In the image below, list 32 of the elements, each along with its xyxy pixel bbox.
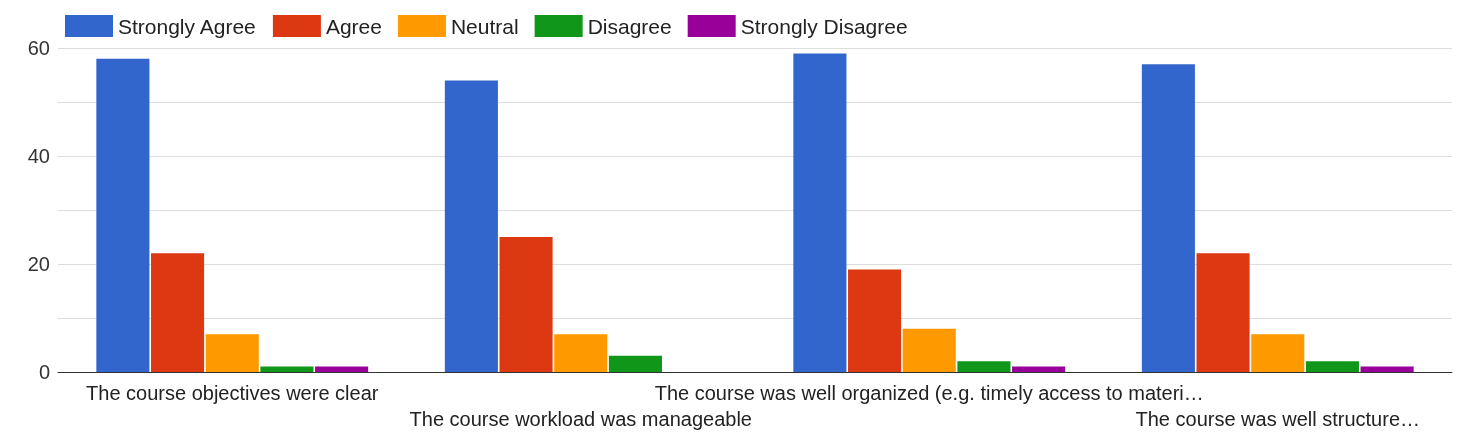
bar bbox=[957, 361, 1011, 372]
legend-label: Strongly Agree bbox=[118, 14, 256, 38]
bar bbox=[848, 269, 902, 372]
bar bbox=[902, 328, 956, 372]
bar bbox=[260, 366, 314, 372]
bar bbox=[608, 355, 662, 372]
bar bbox=[1141, 64, 1195, 372]
bar bbox=[151, 253, 205, 372]
x-tick-label: The course workload was manageable bbox=[409, 408, 752, 430]
legend-label: Disagree bbox=[587, 14, 672, 38]
bar bbox=[315, 366, 369, 372]
bar bbox=[499, 237, 553, 372]
legend-label: Agree bbox=[325, 14, 382, 38]
legend-label: Neutral bbox=[450, 14, 519, 38]
legend-label: Strongly Disagree bbox=[740, 14, 908, 38]
bar bbox=[1196, 253, 1250, 372]
y-tick-label: 0 bbox=[38, 361, 50, 383]
x-tick-label: The course objectives were clear bbox=[86, 382, 379, 404]
bar bbox=[554, 334, 608, 372]
bar bbox=[444, 80, 498, 372]
y-tick-label: 60 bbox=[27, 37, 50, 59]
bar bbox=[1251, 334, 1305, 372]
bar bbox=[1012, 366, 1066, 372]
x-tick-label: The course was well structure… bbox=[1135, 408, 1421, 430]
x-tick-label: The course was well organized (e.g. timely access to materi… bbox=[654, 382, 1204, 404]
bar bbox=[1305, 361, 1359, 372]
bar bbox=[793, 53, 847, 372]
bar bbox=[1360, 366, 1414, 372]
bar bbox=[96, 58, 150, 372]
y-tick-label: 40 bbox=[27, 145, 50, 167]
y-tick-label: 20 bbox=[27, 253, 50, 275]
bar bbox=[205, 334, 259, 372]
